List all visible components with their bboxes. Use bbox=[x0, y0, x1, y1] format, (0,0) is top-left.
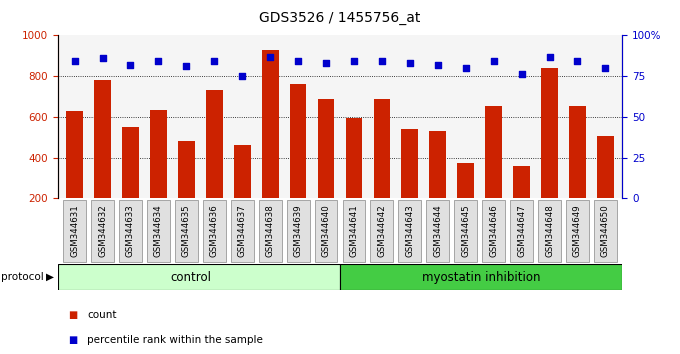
Bar bbox=[122, 127, 139, 239]
Bar bbox=[513, 166, 530, 239]
FancyBboxPatch shape bbox=[258, 200, 282, 262]
Point bbox=[488, 59, 499, 64]
FancyBboxPatch shape bbox=[287, 200, 309, 262]
Bar bbox=[569, 105, 586, 239]
Text: GSM344633: GSM344633 bbox=[126, 205, 135, 257]
Bar bbox=[597, 136, 614, 239]
FancyBboxPatch shape bbox=[315, 200, 337, 262]
Point bbox=[432, 62, 443, 68]
FancyBboxPatch shape bbox=[454, 200, 477, 262]
Text: control: control bbox=[170, 270, 211, 284]
Point bbox=[153, 59, 164, 64]
FancyBboxPatch shape bbox=[566, 200, 589, 262]
Text: GSM344631: GSM344631 bbox=[70, 205, 79, 257]
Text: percentile rank within the sample: percentile rank within the sample bbox=[87, 335, 263, 345]
Text: GSM344649: GSM344649 bbox=[573, 205, 582, 257]
Text: GSM344650: GSM344650 bbox=[601, 205, 610, 257]
Text: GSM344636: GSM344636 bbox=[209, 205, 219, 257]
Text: GSM344642: GSM344642 bbox=[377, 205, 386, 257]
Text: GSM344638: GSM344638 bbox=[266, 205, 275, 257]
Text: GSM344645: GSM344645 bbox=[461, 205, 471, 257]
Point bbox=[97, 55, 108, 61]
Bar bbox=[66, 111, 83, 239]
Text: GSM344639: GSM344639 bbox=[294, 205, 303, 257]
FancyBboxPatch shape bbox=[594, 200, 617, 262]
FancyBboxPatch shape bbox=[203, 200, 226, 262]
Text: GSM344635: GSM344635 bbox=[182, 205, 191, 257]
Point bbox=[237, 73, 248, 79]
Bar bbox=[401, 129, 418, 239]
FancyBboxPatch shape bbox=[119, 200, 142, 262]
Text: myostatin inhibition: myostatin inhibition bbox=[422, 270, 541, 284]
FancyBboxPatch shape bbox=[538, 200, 561, 262]
Bar bbox=[429, 131, 446, 239]
Point bbox=[377, 59, 388, 64]
Bar bbox=[262, 50, 279, 239]
Text: ■: ■ bbox=[68, 335, 78, 345]
Point bbox=[320, 60, 331, 66]
FancyBboxPatch shape bbox=[482, 200, 505, 262]
Point bbox=[516, 72, 527, 77]
Point bbox=[181, 63, 192, 69]
Text: GDS3526 / 1455756_at: GDS3526 / 1455756_at bbox=[259, 11, 421, 25]
Bar bbox=[94, 80, 111, 239]
FancyBboxPatch shape bbox=[175, 200, 198, 262]
FancyBboxPatch shape bbox=[340, 264, 622, 290]
Point bbox=[349, 59, 360, 64]
Text: protocol: protocol bbox=[1, 272, 44, 282]
Text: GSM344637: GSM344637 bbox=[238, 205, 247, 257]
Bar bbox=[458, 162, 474, 239]
Text: GSM344647: GSM344647 bbox=[517, 205, 526, 257]
Text: ■: ■ bbox=[68, 310, 78, 320]
Text: GSM344648: GSM344648 bbox=[545, 205, 554, 257]
Bar bbox=[486, 105, 502, 239]
FancyBboxPatch shape bbox=[398, 200, 422, 262]
FancyBboxPatch shape bbox=[58, 264, 340, 290]
Bar bbox=[541, 68, 558, 239]
Point bbox=[125, 62, 136, 68]
FancyBboxPatch shape bbox=[147, 200, 170, 262]
FancyBboxPatch shape bbox=[91, 200, 114, 262]
Point bbox=[69, 59, 80, 64]
Text: count: count bbox=[87, 310, 116, 320]
Point bbox=[544, 54, 555, 59]
Text: GSM344643: GSM344643 bbox=[405, 205, 414, 257]
Point bbox=[572, 59, 583, 64]
FancyBboxPatch shape bbox=[371, 200, 393, 262]
Bar bbox=[373, 98, 390, 239]
FancyBboxPatch shape bbox=[231, 200, 254, 262]
Bar bbox=[345, 118, 362, 239]
Text: GSM344644: GSM344644 bbox=[433, 205, 442, 257]
Bar bbox=[206, 90, 222, 239]
Bar bbox=[290, 84, 307, 239]
Text: ▶: ▶ bbox=[46, 272, 54, 282]
Text: GSM344634: GSM344634 bbox=[154, 205, 163, 257]
Point bbox=[292, 59, 303, 64]
Point bbox=[460, 65, 471, 71]
Bar bbox=[318, 98, 335, 239]
Point bbox=[265, 54, 275, 59]
FancyBboxPatch shape bbox=[426, 200, 449, 262]
Bar bbox=[150, 110, 167, 239]
Text: GSM344646: GSM344646 bbox=[489, 205, 498, 257]
Text: GSM344632: GSM344632 bbox=[98, 205, 107, 257]
FancyBboxPatch shape bbox=[63, 200, 86, 262]
Text: GSM344641: GSM344641 bbox=[350, 205, 358, 257]
Bar bbox=[234, 145, 251, 239]
Text: GSM344640: GSM344640 bbox=[322, 205, 330, 257]
Bar bbox=[178, 141, 194, 239]
Point bbox=[600, 65, 611, 71]
FancyBboxPatch shape bbox=[343, 200, 365, 262]
Point bbox=[405, 60, 415, 66]
Point bbox=[209, 59, 220, 64]
FancyBboxPatch shape bbox=[510, 200, 533, 262]
